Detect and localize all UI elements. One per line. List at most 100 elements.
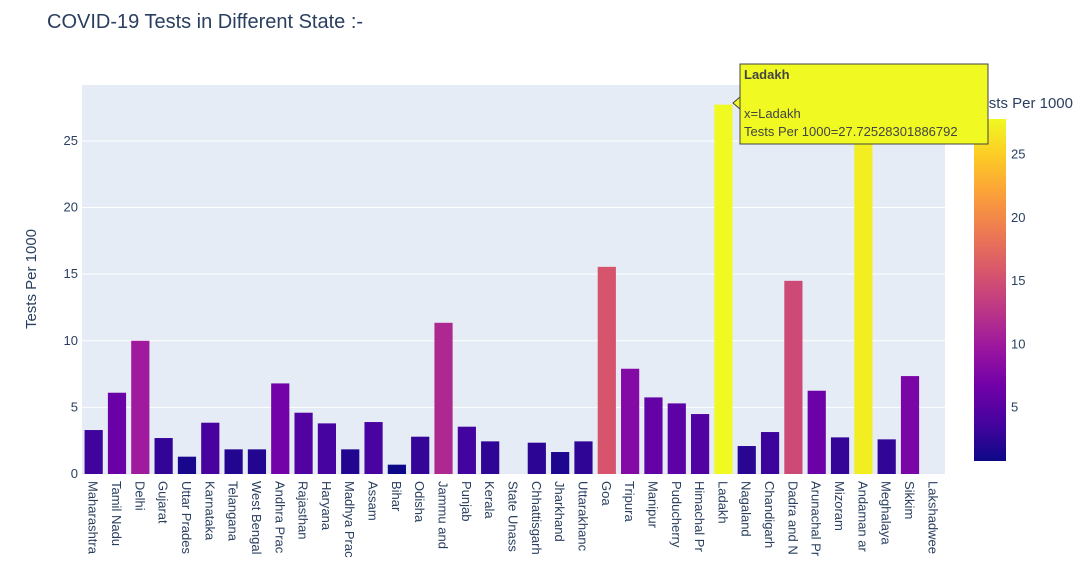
tooltip-x-line: x=Ladakh [744,106,801,121]
y-tick-label: 25 [64,133,78,148]
y-axis-title: Tests Per 1000 [23,229,40,329]
x-tick-label: Jharkhand [552,481,567,542]
colorbar-tick-label: 15 [1011,273,1025,288]
bar[interactable] [784,280,803,474]
x-tick-label: Assam [366,481,381,521]
x-tick-label: State Unass [506,481,521,552]
colorbar: Tests Per 1000 5 10 15 20 25 [973,95,1073,461]
x-tick-label: Jammu and [436,481,451,549]
y-tick-label: 5 [71,399,78,414]
bar[interactable] [644,397,663,474]
x-tick-label: Nagaland [739,481,754,537]
x-tick-label: Meghalaya [879,481,894,545]
colorbar-title: Tests Per 1000 [973,95,1073,112]
tooltip-pointer-cover [740,98,743,108]
colorbar-tick-label: 10 [1011,336,1025,351]
y-tick-label: 0 [71,466,78,481]
x-tick-label: Chandigarh [762,481,777,548]
y-tick-label: 10 [64,333,78,348]
x-tick-label: Karnataka [202,481,217,541]
tooltip-title: Ladakh [744,67,790,82]
colorbar-tick-label: 20 [1011,210,1025,225]
x-tick-label: Uttar Prades [179,481,194,554]
colorbar-tick-label: 25 [1011,146,1025,161]
y-tick-label: 15 [64,266,78,281]
colorbar-tick-label: 5 [1011,400,1018,415]
bar[interactable] [84,430,103,474]
bar[interactable] [574,441,593,474]
bar[interactable] [621,368,640,474]
x-tick-label: Arunachal Pr [809,481,824,557]
bar[interactable] [854,114,873,474]
x-tick-label: Goa [599,481,614,506]
x-tick-label: Ladakh [715,481,730,524]
bar[interactable] [877,439,896,474]
x-tick-label: Tripura [622,481,637,522]
bar[interactable] [597,266,616,474]
bar[interactable] [667,403,686,474]
x-tick-label: Uttarakhanc [575,481,590,552]
bar[interactable] [294,412,313,474]
x-tick-label: Delhi [132,481,147,511]
x-tick-label: West Bengal [249,481,264,555]
tooltip-box [739,63,989,145]
x-tick-label: Madhya Prac [342,481,357,558]
x-tick-label: Mizoram [832,481,847,531]
x-tick-label: Rajasthan [296,481,311,540]
x-axis-ticks: Maharashtra Tamil Nadu Delhi Gujarat Uttar P… [86,481,941,558]
x-tick-label: Himachal Pr [692,481,707,552]
x-tick-label: Kerala [482,481,497,519]
bar[interactable] [411,436,430,474]
bar[interactable] [224,449,243,474]
bar[interactable] [434,322,453,474]
x-tick-label: Lakshadwee [925,481,940,554]
bar[interactable] [271,383,290,474]
colorbar-gradient [974,119,1006,461]
hover-tooltip: Ladakh x=Ladakh Tests Per 1000=27.725283… [732,63,989,145]
y-axis-ticks: 0 5 10 15 20 25 [64,133,78,481]
bar[interactable] [154,438,173,474]
x-tick-label: Gujarat [156,481,171,524]
bar[interactable] [714,104,733,474]
tooltip-pointer [732,95,741,111]
bar[interactable] [551,452,570,474]
tooltip-y-line: Tests Per 1000=27.72528301886792 [744,124,958,139]
bar[interactable] [247,449,267,474]
x-tick-label: Punjab [459,481,474,521]
bar[interactable] [900,376,920,474]
x-tick-label: Puducherry [669,481,684,548]
bar[interactable] [177,456,197,474]
chart-title: COVID-19 Tests in Different State :- [47,11,363,33]
bar[interactable] [760,432,780,474]
bar[interactable] [364,422,383,474]
x-tick-label: Telangana [226,481,241,542]
x-tick-label: Haryana [319,481,334,531]
bar[interactable] [131,340,150,474]
bar[interactable] [830,437,850,474]
bars [84,104,920,474]
x-tick-label: Manipur [645,481,660,529]
bar[interactable] [481,441,500,474]
x-tick-label: Tamil Nadu [109,481,124,546]
bar[interactable] [107,392,127,474]
x-tick-label: Andhra Prac [272,481,287,554]
bar[interactable] [690,414,710,474]
x-tick-label: Maharashtra [86,481,101,555]
x-tick-label: Andaman ar [855,481,870,552]
bar[interactable] [317,423,337,474]
x-tick-label: Bihar [389,481,404,512]
bar[interactable] [457,426,476,474]
x-tick-label: Dadra and N [785,481,800,555]
y-tick-label: 20 [64,200,78,215]
bar[interactable] [807,390,826,474]
x-tick-label: Sikkim [902,481,917,519]
bar[interactable] [201,422,220,474]
bar[interactable] [737,446,756,474]
x-tick-label: Chhattisgarh [529,481,544,555]
bar[interactable] [527,442,546,474]
bar[interactable] [387,464,406,474]
bar[interactable] [341,449,360,474]
x-tick-label: Odisha [412,481,427,523]
colorbar-ticks: 5 10 15 20 25 [1011,146,1025,414]
